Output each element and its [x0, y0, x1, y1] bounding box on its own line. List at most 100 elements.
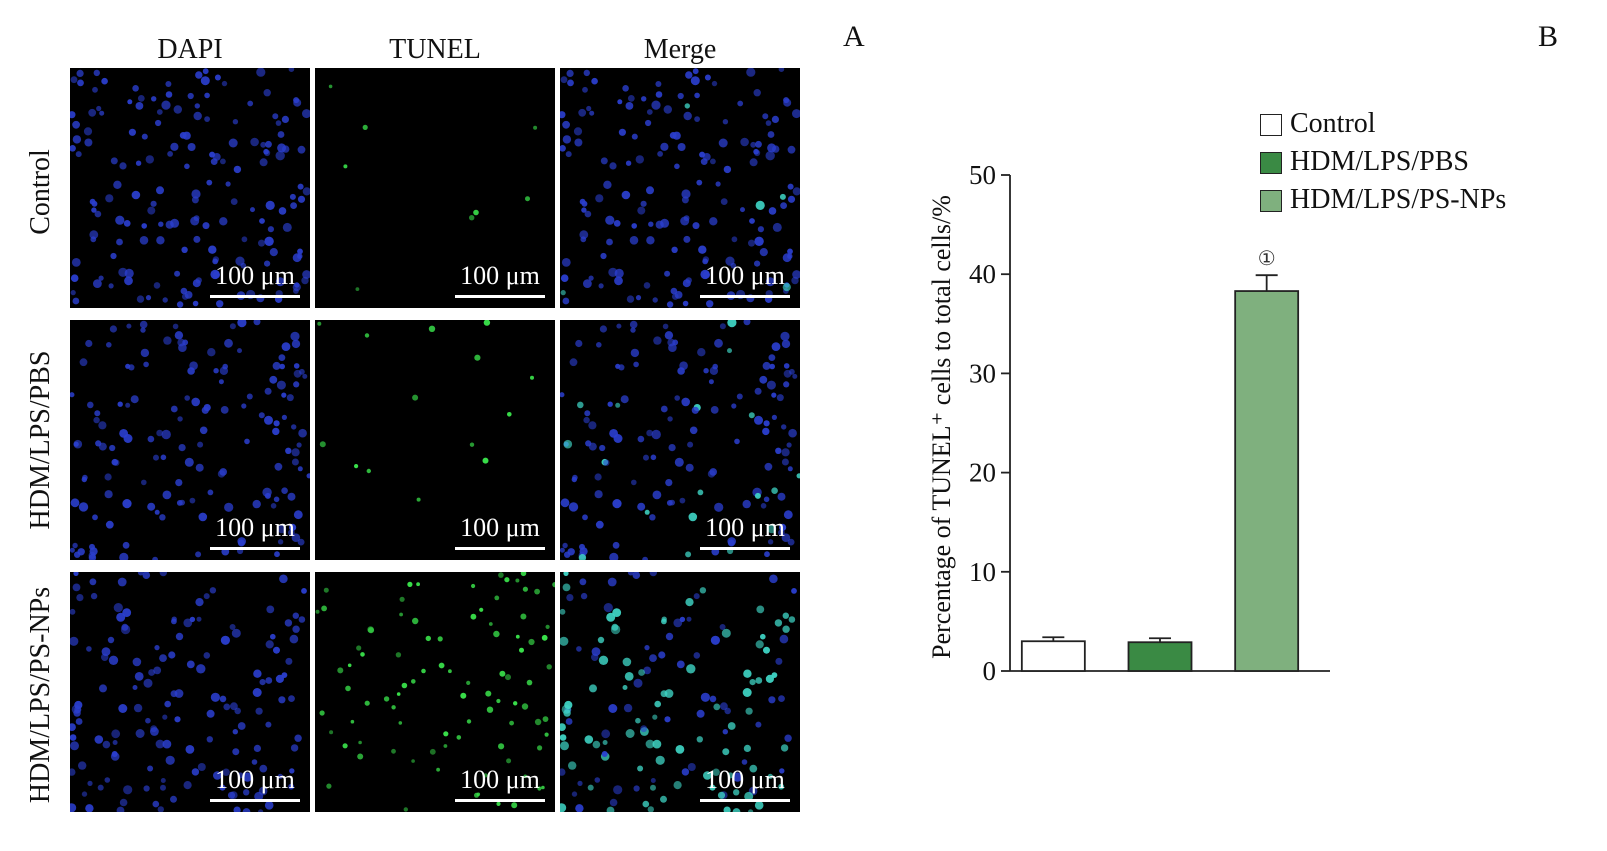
nucleus	[767, 131, 775, 138]
nucleus	[660, 405, 668, 413]
tunel-positive-cell	[513, 701, 518, 706]
scale-bar-label: 100 μm	[705, 513, 785, 542]
nucleus	[687, 763, 696, 771]
nucleus	[92, 86, 98, 93]
nucleus	[612, 541, 620, 549]
nucleus	[256, 68, 266, 77]
tunel-positive-cell	[345, 685, 351, 692]
nucleus	[765, 277, 775, 287]
nucleus	[698, 245, 707, 254]
nucleus	[221, 80, 228, 87]
nucleus	[157, 806, 164, 812]
nucleus	[111, 751, 118, 757]
nucleus	[272, 361, 281, 370]
nucleus	[710, 406, 719, 414]
nucleus	[148, 669, 155, 676]
nucleus	[154, 509, 160, 515]
nucleus	[73, 572, 79, 576]
tunel-positive-cell	[509, 720, 514, 726]
nucleus	[677, 143, 686, 151]
nucleus	[281, 115, 289, 123]
tunel-positive-cell	[507, 412, 512, 417]
nucleus	[594, 473, 602, 481]
nucleus	[560, 547, 565, 553]
nucleus	[569, 358, 578, 367]
nucleus	[288, 783, 295, 790]
nucleus	[275, 674, 284, 683]
scale-bar: 100 μm	[700, 515, 790, 550]
nucleus	[145, 155, 154, 164]
nucleus	[631, 223, 637, 229]
nucleus	[265, 721, 272, 728]
tunel-positive-cell	[319, 710, 325, 716]
nucleus	[197, 763, 206, 771]
nucleus	[112, 740, 118, 745]
nucleus	[212, 258, 219, 265]
merged-positive-cell	[560, 741, 569, 751]
nucleus	[210, 269, 220, 280]
nucleus	[297, 195, 306, 203]
nucleus	[197, 441, 204, 448]
merged-positive-cell	[560, 803, 567, 812]
nucleus	[104, 490, 113, 499]
nucleus	[259, 679, 266, 686]
tunel-positive-cell	[476, 792, 481, 797]
nucleus	[560, 274, 569, 282]
merged-positive-cell	[625, 729, 635, 738]
nucleus	[187, 92, 194, 100]
nucleus	[70, 498, 80, 508]
nucleus	[189, 616, 196, 623]
nucleus	[764, 551, 770, 558]
nucleus	[613, 220, 621, 227]
nucleus	[123, 785, 133, 795]
nucleus	[186, 660, 195, 669]
tunel-positive-cell	[366, 468, 371, 474]
merged-positive-cell	[713, 703, 721, 711]
nucleus	[250, 207, 255, 213]
merged-positive-cell	[782, 283, 791, 292]
nucleus	[291, 424, 297, 430]
nucleus	[792, 187, 800, 196]
merged-positive-cell	[645, 739, 655, 749]
nucleus	[145, 295, 152, 301]
nucleus	[754, 236, 764, 246]
nucleus	[292, 253, 302, 263]
nucleus	[648, 221, 654, 227]
tunel-positive-cell	[443, 744, 448, 748]
nucleus	[778, 695, 785, 702]
nucleus	[765, 151, 775, 161]
nucleus	[674, 395, 680, 401]
nucleus	[673, 618, 683, 628]
merged-positive-cell	[779, 193, 786, 200]
nucleus	[223, 703, 231, 711]
tunel-positive-cell	[469, 442, 475, 447]
nucleus	[273, 646, 280, 654]
micrograph-image	[560, 68, 800, 308]
merged-positive-cell	[796, 473, 800, 479]
nucleus	[641, 96, 647, 102]
nucleus	[783, 510, 793, 520]
nucleus	[594, 490, 603, 499]
nucleus	[135, 102, 144, 110]
nucleus	[560, 76, 568, 84]
nucleus	[595, 194, 604, 203]
nucleus	[184, 163, 190, 170]
tunel-positive-cell	[511, 802, 518, 809]
nucleus	[237, 537, 246, 546]
nucleus	[692, 222, 700, 230]
nucleus	[757, 226, 764, 233]
nucleus	[137, 572, 144, 576]
nucleus	[777, 492, 786, 501]
nucleus	[281, 487, 288, 494]
nucleus	[787, 183, 794, 190]
merged-positive-cell	[771, 487, 778, 494]
nucleus	[90, 592, 98, 600]
tunel-positive-cell	[505, 674, 511, 681]
nucleus	[614, 276, 623, 286]
tunel-positive-cell	[438, 662, 445, 669]
merged-positive-cell	[635, 717, 641, 724]
nucleus	[122, 541, 130, 549]
nucleus	[577, 780, 583, 786]
nucleus	[600, 252, 607, 260]
merged-positive-cell	[699, 587, 707, 594]
